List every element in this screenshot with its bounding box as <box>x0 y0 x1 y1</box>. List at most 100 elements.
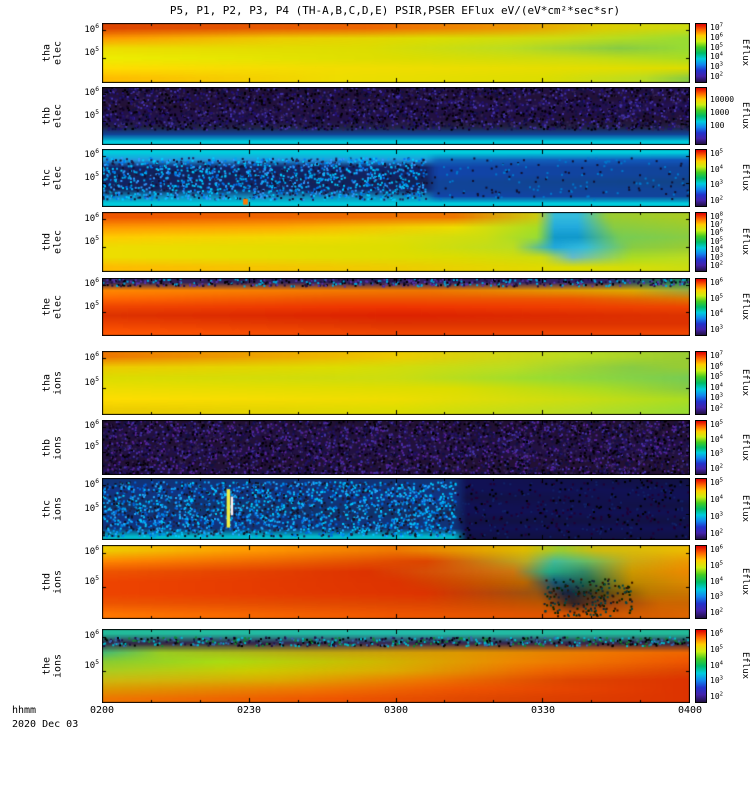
colorbar-tick-label: 106 <box>710 544 724 554</box>
colorbar-tick-label: 102 <box>710 403 724 413</box>
x-tick-label: 0400 <box>677 705 703 716</box>
spectrogram-canvas-tha-ions <box>102 351 690 415</box>
colorbar-tick-label: 104 <box>710 308 724 319</box>
colorbar-tick-label: 103 <box>710 675 724 686</box>
spectrogram-plot <box>102 23 690 83</box>
colorbar-title: Eflux <box>740 652 750 680</box>
colorbar-tick-label: 105 <box>710 371 724 382</box>
spectrogram-panel-thb-elec: thb elec 106 105 10000 1000 100 Eflux <box>0 87 750 145</box>
spectrogram-canvas-thb-ions <box>102 420 690 475</box>
spectrogram-canvas-tha-elec <box>102 23 690 83</box>
spectrogram-canvas-thc-ions <box>102 478 690 540</box>
y-tick-label: 105 <box>84 575 99 588</box>
colorbar-ticks: 105 104 103 102 <box>707 478 737 540</box>
colorbar-tick-label: 107 <box>710 350 724 360</box>
colorbar-tick-label: 104 <box>710 494 724 504</box>
colorbar-tick-label: 102 <box>710 691 724 701</box>
colorbar-tick-label: 102 <box>710 528 724 538</box>
colorbar-title: Eflux <box>740 102 750 130</box>
colorbar-tick-label: 106 <box>710 360 724 371</box>
colorbar-tick-label: 104 <box>710 434 724 444</box>
colorbar-tick-label: 104 <box>710 51 724 62</box>
y-axis-ticks: 106 105 <box>66 478 102 540</box>
spectrogram-panel-the-elec: the elec 106 105 106 105 104 103 Eflux <box>0 278 750 336</box>
colorbar-tick-label: 103 <box>710 179 724 190</box>
panel-ylabel-tha-elec: tha elec <box>41 40 64 66</box>
y-axis-ticks: 106 105 <box>66 149 102 207</box>
spectrogram-figure: P5, P1, P2, P3, P4 (TH-A,B,C,D,E) PSIR,P… <box>0 4 750 730</box>
colorbar-title: Eflux <box>740 495 750 523</box>
spectrogram-panel-thd-ions: thd ions 106 105 106 105 104 103 102 Eflux <box>0 545 750 619</box>
colorbar-gradient <box>695 278 707 336</box>
colorbar-tick-label: 106 <box>710 32 724 42</box>
colorbar-tick-label: 10000 <box>710 95 735 105</box>
colorbar-ticks: 108 107 106 105 104 103 102 <box>707 212 737 272</box>
y-tick-label: 105 <box>84 170 99 183</box>
y-tick-label: 105 <box>84 502 99 515</box>
y-tick-label: 106 <box>84 545 99 558</box>
panel-ylabel-thb-ions: thb ions <box>41 435 64 460</box>
colorbar-ticks: 105 104 103 102 <box>707 420 737 475</box>
colorbar-title: Eflux <box>740 39 750 67</box>
spectrogram-plot <box>102 87 690 145</box>
colorbar-ticks: 106 105 104 103 102 <box>707 629 737 703</box>
colorbar-tick-label: 104 <box>710 382 724 392</box>
x-tick-label: 0200 <box>89 705 115 716</box>
y-axis-ticks: 106 105 <box>66 545 102 619</box>
colorbar-ticks: 10000 1000 100 <box>707 87 737 145</box>
panels-container: tha elec 106 105 107 106 105 104 103 102 Eflux thb e… <box>0 23 750 703</box>
y-tick-label: 105 <box>84 440 99 453</box>
colorbar-tick-label: 105 <box>710 148 724 158</box>
colorbar-tick-label: 104 <box>710 659 724 670</box>
colorbar-tick-label: 103 <box>710 511 724 521</box>
colorbar-tick-label: 107 <box>710 22 724 32</box>
colorbar-tick-label: 103 <box>710 591 724 602</box>
colorbar-tick-label: 104 <box>710 244 724 254</box>
panel-ylabel-thc-elec: thc elec <box>41 165 64 191</box>
colorbar-tick-label: 103 <box>710 252 724 262</box>
colorbar-tick-label: 102 <box>710 607 724 617</box>
y-axis-ticks: 106 105 <box>66 351 102 415</box>
panel-ylabel-thc-ions: thc ions <box>41 496 64 522</box>
spectrogram-panel-thd-elec: thd elec 106 105 108 107 106 105 104 103 102 Eflux <box>0 212 750 272</box>
colorbar-title: Eflux <box>740 433 750 462</box>
date-label: 2020 Dec 03 <box>12 719 79 730</box>
y-tick-label: 106 <box>84 419 99 432</box>
y-tick-label: 106 <box>84 629 99 642</box>
colorbar-tick-label: 104 <box>710 575 724 586</box>
spectrogram-plot <box>102 149 690 207</box>
y-axis-ticks: 106 105 <box>66 23 102 83</box>
colorbar-tick-label: 108 <box>710 211 724 221</box>
y-tick-label: 106 <box>84 350 99 363</box>
spectrogram-plot <box>102 478 690 540</box>
time-axis: hhmm 0200 0230 0300 0330 0400 <box>0 705 750 719</box>
colorbar-tick-label: 106 <box>710 628 724 638</box>
colorbar-gradient <box>695 351 707 415</box>
x-tick-label: 0300 <box>383 705 409 716</box>
colorbar-tick-label: 104 <box>710 164 724 174</box>
y-tick-label: 106 <box>84 477 99 490</box>
spectrogram-canvas-thc-elec <box>102 149 690 207</box>
colorbar-gradient <box>695 420 707 475</box>
colorbar-title: Eflux <box>740 568 750 596</box>
time-axis-label: hhmm <box>12 705 37 716</box>
colorbar-gradient <box>695 149 707 207</box>
y-tick-label: 106 <box>84 211 99 224</box>
y-axis-ticks: 106 105 <box>66 278 102 336</box>
colorbar-gradient <box>695 212 707 272</box>
colorbar-tick-label: 103 <box>710 61 724 72</box>
spectrogram-panel-thc-elec: thc elec 106 105 105 104 103 102 Eflux <box>0 149 750 207</box>
figure-title: P5, P1, P2, P3, P4 (TH-A,B,C,D,E) PSIR,P… <box>169 4 621 17</box>
colorbar-ticks: 107 106 105 104 103 102 <box>707 23 737 83</box>
spectrogram-canvas-thb-elec <box>102 87 690 145</box>
panel-ylabel-the-ions: the ions <box>41 653 64 679</box>
spectrogram-plot <box>102 545 690 619</box>
colorbar-ticks: 106 105 104 103 <box>707 278 737 336</box>
spectrogram-plot <box>102 278 690 336</box>
colorbar-tick-label: 102 <box>710 71 724 81</box>
y-tick-label: 105 <box>84 299 99 312</box>
colorbar-tick-label: 103 <box>710 448 724 459</box>
y-tick-label: 106 <box>84 277 99 290</box>
spectrogram-plot <box>102 212 690 272</box>
colorbar-gradient <box>695 478 707 540</box>
